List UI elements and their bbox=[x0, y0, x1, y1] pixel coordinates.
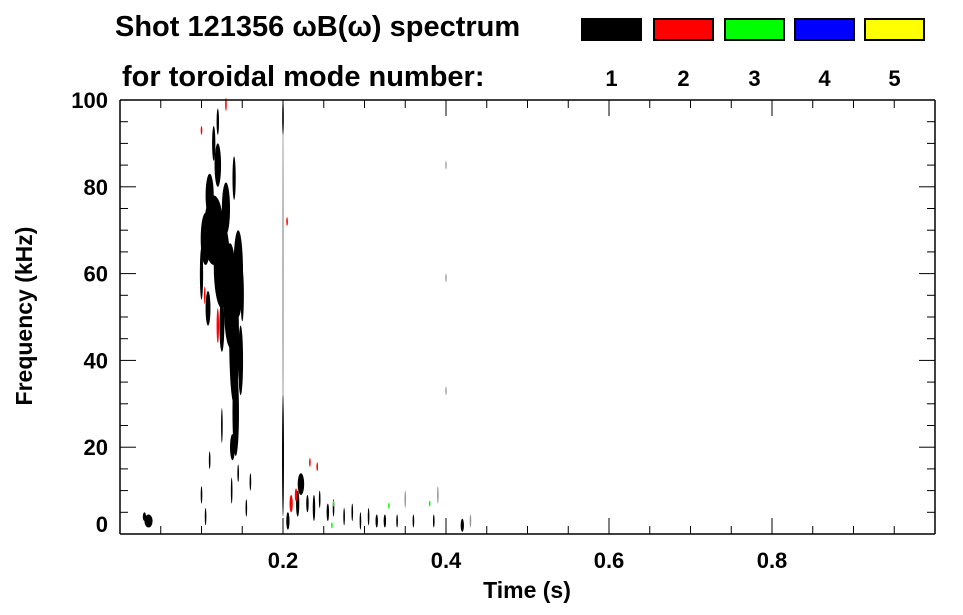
spectral-blob-mode-3 bbox=[428, 500, 431, 507]
spectral-blob-mode-2 bbox=[294, 488, 298, 502]
y-tick-label: 20 bbox=[84, 435, 108, 460]
chart-title: Shot 121356 ωB(ω) spectrum bbox=[115, 11, 520, 43]
spectral-blob-mode-1 bbox=[221, 408, 223, 443]
y-tick-label: 0 bbox=[96, 512, 108, 537]
spectral-blob-mode-1 bbox=[233, 230, 244, 317]
axes: 0.2 0.4 0.6 0.8 0 20 40 60 80 100 bbox=[71, 88, 936, 573]
spectral-blob-mode-1 bbox=[221, 182, 231, 235]
spectral-blob-mode-1 bbox=[214, 143, 222, 187]
spectral-blob-mode-1 bbox=[286, 512, 290, 530]
spectral-blob-mode-2 bbox=[289, 494, 293, 513]
spectral-blob-mode-1 bbox=[343, 507, 345, 526]
spectral-blob-mode-1 bbox=[383, 514, 387, 528]
spectral-blob-mode-1 bbox=[208, 451, 211, 469]
x-tick-label: 0.2 bbox=[268, 548, 299, 573]
spectral-blob-mode-1 bbox=[142, 512, 147, 521]
spectral-blob-mode-1 bbox=[282, 395, 284, 517]
spectral-blob-mode-1 bbox=[237, 464, 239, 482]
legend-swatch-mode-1 bbox=[581, 18, 642, 41]
x-tick-label: 0.4 bbox=[431, 548, 462, 573]
spectral-blob-mode-3 bbox=[332, 500, 335, 507]
spectral-blob-mode-1 bbox=[230, 434, 235, 461]
chart-subtitle: for toroidal mode number: bbox=[122, 61, 485, 93]
spectral-blob-mode-0 bbox=[437, 486, 439, 504]
legend-swatch-mode-2 bbox=[653, 18, 714, 41]
spectral-blob-mode-1 bbox=[249, 473, 252, 491]
spectral-blob-mode-1 bbox=[212, 126, 216, 161]
legend-label-mode-4: 4 bbox=[818, 66, 831, 91]
spectral-blob-mode-2 bbox=[309, 458, 311, 467]
spectral-blob-mode-1 bbox=[230, 477, 233, 504]
y-tick-label: 100 bbox=[71, 88, 108, 113]
legend-label-mode-2: 2 bbox=[677, 66, 689, 91]
spectral-blob-mode-1 bbox=[205, 173, 214, 218]
spectral-blob-mode-1 bbox=[326, 503, 330, 521]
spectral-blob-mode-0 bbox=[469, 514, 472, 528]
spectral-blob-mode-1 bbox=[204, 507, 207, 526]
spectral-blob-mode-2 bbox=[216, 308, 220, 344]
spectral-blob-mode-1 bbox=[245, 499, 248, 517]
spectral-blob-mode-1 bbox=[460, 518, 464, 532]
spectral-blob-mode-1 bbox=[396, 514, 398, 528]
spectral-blob-mode-0 bbox=[282, 100, 284, 448]
legend-label-mode-3: 3 bbox=[748, 66, 760, 91]
spectral-blob-mode-1 bbox=[240, 269, 244, 322]
spectral-blob-mode-1 bbox=[306, 494, 309, 513]
plot-area bbox=[142, 97, 472, 532]
spectral-blob-mode-3 bbox=[331, 522, 333, 529]
spectral-blob-mode-1 bbox=[432, 514, 435, 528]
spectral-blob-mode-1 bbox=[367, 507, 370, 526]
spectral-blob-mode-2 bbox=[200, 126, 203, 135]
spectral-blob-mode-1 bbox=[200, 486, 203, 504]
legend: 1 2 3 4 5 bbox=[581, 18, 925, 91]
legend-swatch-mode-4 bbox=[794, 18, 855, 41]
legend-label-mode-5: 5 bbox=[888, 66, 900, 91]
spectral-blob-mode-1 bbox=[144, 514, 153, 528]
spectral-blob-mode-2 bbox=[203, 286, 206, 304]
y-tick-label: 80 bbox=[84, 175, 108, 200]
spectral-blob-mode-1 bbox=[318, 490, 321, 508]
spectral-blob-mode-0 bbox=[445, 273, 447, 283]
x-tick-label: 0.6 bbox=[594, 548, 625, 573]
legend-swatch-mode-3 bbox=[724, 18, 785, 41]
spectral-blob-mode-1 bbox=[297, 473, 305, 495]
spectral-blob-mode-1 bbox=[219, 299, 225, 352]
spectral-blob-mode-3 bbox=[388, 502, 390, 509]
spectral-blob-mode-0 bbox=[445, 386, 447, 396]
spectral-blob-mode-2 bbox=[225, 97, 227, 111]
legend-swatch-mode-5 bbox=[864, 18, 925, 41]
spectral-blob-mode-1 bbox=[232, 369, 239, 456]
y-axis-label: Frequency (kHz) bbox=[11, 227, 37, 406]
spectral-blob-mode-2 bbox=[286, 217, 288, 226]
spectral-blob-mode-1 bbox=[359, 512, 362, 530]
spectral-blob-mode-1 bbox=[238, 325, 244, 396]
spectral-blob-mode-1 bbox=[351, 503, 354, 521]
spectral-blob-mode-0 bbox=[445, 160, 447, 170]
x-axis-label: Time (s) bbox=[483, 577, 571, 603]
spectral-blob-mode-1 bbox=[200, 212, 211, 265]
spectral-blob-mode-1 bbox=[199, 247, 204, 300]
spectral-blob-mode-1 bbox=[216, 108, 220, 135]
y-tick-label: 40 bbox=[84, 348, 108, 373]
spectral-blob-mode-0 bbox=[404, 490, 407, 508]
spectral-blob-mode-1 bbox=[412, 514, 415, 528]
spectral-blob-mode-1 bbox=[232, 156, 236, 200]
x-tick-label: 0.8 bbox=[757, 548, 788, 573]
spectral-blob-mode-1 bbox=[312, 494, 316, 521]
spectral-blob-mode-2 bbox=[316, 462, 319, 472]
legend-label-mode-1: 1 bbox=[605, 66, 617, 91]
spectral-blob-mode-1 bbox=[205, 290, 211, 326]
spectral-blob-mode-1 bbox=[375, 514, 378, 528]
y-tick-label: 60 bbox=[84, 262, 108, 287]
